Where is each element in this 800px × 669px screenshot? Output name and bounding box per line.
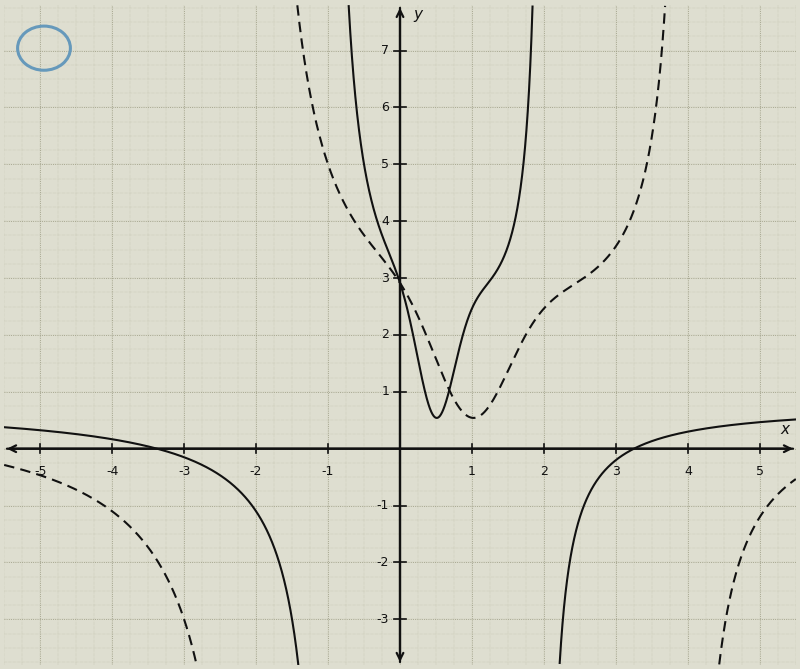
Text: 5: 5 xyxy=(382,158,390,171)
Text: -2: -2 xyxy=(250,465,262,478)
Text: 4: 4 xyxy=(382,215,390,227)
Text: 5: 5 xyxy=(756,465,764,478)
Text: -5: -5 xyxy=(34,465,46,478)
Text: -3: -3 xyxy=(377,613,390,626)
Text: -2: -2 xyxy=(377,556,390,569)
Text: 4: 4 xyxy=(684,465,692,478)
Text: -1: -1 xyxy=(377,499,390,512)
Text: 2: 2 xyxy=(382,328,390,341)
Text: -4: -4 xyxy=(106,465,118,478)
Text: 1: 1 xyxy=(382,385,390,398)
Text: 6: 6 xyxy=(382,101,390,114)
Text: 2: 2 xyxy=(540,465,548,478)
Text: 7: 7 xyxy=(382,44,390,57)
Text: -1: -1 xyxy=(322,465,334,478)
Text: -3: -3 xyxy=(178,465,190,478)
Text: 3: 3 xyxy=(612,465,620,478)
Text: 3: 3 xyxy=(382,272,390,284)
Text: y: y xyxy=(413,7,422,22)
Text: 1: 1 xyxy=(468,465,476,478)
Text: x: x xyxy=(781,423,790,438)
